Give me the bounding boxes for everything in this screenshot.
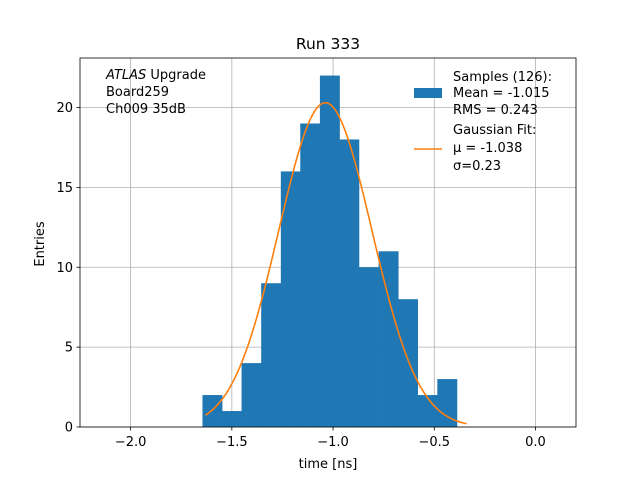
histogram-bar xyxy=(202,395,223,427)
annotation-line-1: ATLAS Upgrade xyxy=(105,68,206,83)
histogram-bar xyxy=(241,363,262,427)
legend: Samples (126): Mean = -1.015 RMS = 0.243… xyxy=(414,70,552,174)
legend-fit-line-1: Gaussian Fit: xyxy=(453,123,536,138)
legend-swatch-samples xyxy=(414,88,442,98)
annotation-line-3: Ch009 35dB xyxy=(106,102,186,117)
legend-samples-line-2: Mean = -1.015 xyxy=(453,86,549,101)
ticks-layer: −2.0 −1.5 −1.0 −0.5 0.0 0 5 10 15 20 xyxy=(56,101,545,450)
annotation-line-2: Board259 xyxy=(106,85,169,100)
legend-fit-line-2: μ = -1.038 xyxy=(453,141,522,156)
atlas-annotation: ATLAS Upgrade Board259 Ch009 35dB xyxy=(105,68,206,117)
y-tick-label: 10 xyxy=(56,261,73,276)
histogram-bars xyxy=(202,75,458,428)
gaussian-fit-line xyxy=(205,101,467,425)
x-tick-label: −1.5 xyxy=(216,435,248,450)
y-tick-label: 15 xyxy=(56,181,73,196)
chart-title: Run 333 xyxy=(296,35,360,53)
y-tick-label: 5 xyxy=(65,341,73,356)
legend-samples-line-1: Samples (126): xyxy=(453,70,552,85)
histogram-bar xyxy=(261,283,282,427)
x-tick-label: −1.0 xyxy=(317,435,349,450)
fit-curve-layer xyxy=(205,101,467,425)
y-tick-label: 0 xyxy=(65,421,73,436)
y-axis-label: Entries xyxy=(33,221,48,267)
histogram-bar xyxy=(222,411,242,427)
legend-fit-line-3: σ=0.23 xyxy=(453,159,501,174)
legend-samples-line-3: RMS = 0.243 xyxy=(453,103,538,118)
histogram-bar xyxy=(319,75,340,428)
histogram-bar xyxy=(300,123,321,428)
histogram-bar xyxy=(280,171,301,427)
histogram-bar xyxy=(437,379,458,427)
axes-frame xyxy=(79,57,577,428)
annotation-line-1-rest: Upgrade xyxy=(146,68,206,83)
histogram-bar xyxy=(417,395,438,427)
histogram-bar xyxy=(358,267,379,427)
histogram-bar xyxy=(398,299,418,427)
x-tick-label: −0.5 xyxy=(418,435,450,450)
x-tick-label: −2.0 xyxy=(115,435,147,450)
y-tick-label: 20 xyxy=(56,101,73,116)
annotation-italic: ATLAS xyxy=(105,68,146,83)
histogram-bar xyxy=(339,139,360,427)
x-axis-label: time [ns] xyxy=(299,457,358,472)
histogram-bar xyxy=(378,251,399,427)
x-tick-label: 0.0 xyxy=(525,435,546,450)
